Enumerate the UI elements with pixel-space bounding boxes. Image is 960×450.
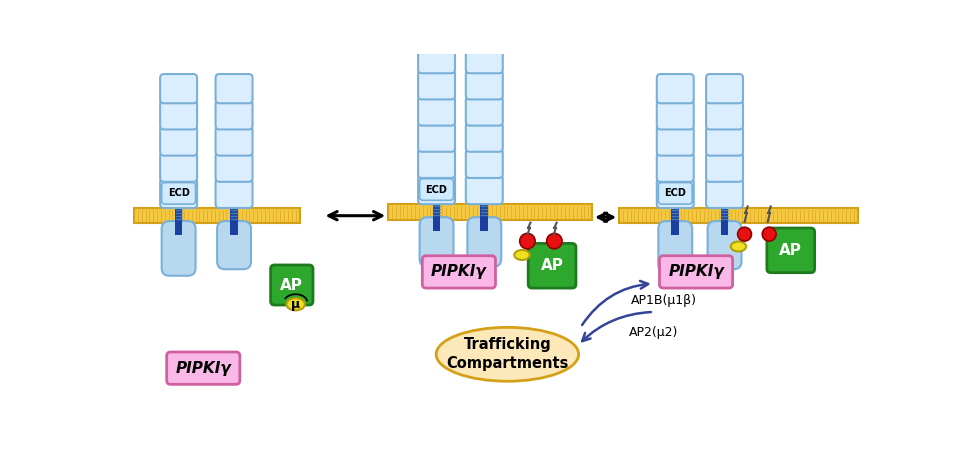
Bar	[175, 223, 182, 235]
Text: ECD: ECD	[168, 189, 189, 198]
Ellipse shape	[286, 298, 305, 310]
FancyBboxPatch shape	[466, 70, 503, 99]
FancyBboxPatch shape	[466, 96, 503, 126]
FancyBboxPatch shape	[466, 18, 503, 47]
FancyBboxPatch shape	[160, 179, 197, 208]
FancyBboxPatch shape	[657, 100, 694, 130]
Text: ECD: ECD	[664, 189, 686, 198]
Ellipse shape	[436, 327, 579, 381]
Bar	[671, 223, 679, 235]
Bar	[619, 208, 857, 223]
FancyBboxPatch shape	[657, 126, 694, 156]
FancyBboxPatch shape	[418, 44, 455, 73]
Bar	[388, 204, 592, 220]
Bar	[480, 200, 488, 223]
FancyBboxPatch shape	[466, 122, 503, 152]
Bar	[134, 208, 300, 223]
Text: AP: AP	[280, 278, 303, 292]
FancyBboxPatch shape	[216, 74, 252, 104]
Text: AP2(μ2): AP2(μ2)	[629, 326, 679, 339]
Text: PIPKIγ: PIPKIγ	[176, 360, 231, 376]
FancyBboxPatch shape	[528, 243, 576, 288]
FancyBboxPatch shape	[657, 74, 694, 104]
Ellipse shape	[515, 250, 530, 260]
Text: μ: μ	[291, 298, 300, 311]
FancyBboxPatch shape	[160, 100, 197, 130]
Circle shape	[546, 234, 562, 249]
FancyBboxPatch shape	[660, 256, 732, 288]
FancyBboxPatch shape	[271, 265, 313, 305]
FancyBboxPatch shape	[468, 217, 501, 267]
Bar	[721, 204, 729, 227]
FancyBboxPatch shape	[420, 179, 453, 200]
FancyBboxPatch shape	[418, 175, 455, 204]
Text: Trafficking
Compartments: Trafficking Compartments	[446, 338, 568, 371]
FancyBboxPatch shape	[708, 221, 741, 269]
Bar	[230, 223, 238, 235]
FancyBboxPatch shape	[418, 148, 455, 178]
FancyBboxPatch shape	[706, 126, 743, 156]
Bar	[671, 204, 679, 227]
FancyBboxPatch shape	[767, 228, 815, 273]
Text: ECD: ECD	[425, 184, 447, 194]
FancyBboxPatch shape	[418, 122, 455, 152]
Text: AP1B(μ1β): AP1B(μ1β)	[631, 294, 697, 307]
FancyBboxPatch shape	[418, 18, 455, 47]
FancyBboxPatch shape	[420, 217, 453, 267]
FancyBboxPatch shape	[706, 100, 743, 130]
FancyBboxPatch shape	[706, 74, 743, 104]
FancyBboxPatch shape	[466, 148, 503, 178]
Bar	[175, 204, 182, 227]
FancyBboxPatch shape	[160, 153, 197, 182]
Bar	[433, 200, 441, 223]
FancyBboxPatch shape	[706, 153, 743, 182]
FancyBboxPatch shape	[466, 44, 503, 73]
Text: AP: AP	[780, 243, 803, 258]
Bar	[433, 220, 441, 231]
FancyBboxPatch shape	[161, 183, 196, 204]
FancyBboxPatch shape	[160, 74, 197, 104]
Text: PIPKIγ: PIPKIγ	[431, 265, 487, 279]
FancyBboxPatch shape	[657, 179, 694, 208]
FancyBboxPatch shape	[216, 126, 252, 156]
Bar	[480, 220, 488, 231]
Bar	[230, 204, 238, 227]
Text: AP: AP	[540, 258, 564, 273]
Circle shape	[519, 234, 535, 249]
FancyBboxPatch shape	[216, 100, 252, 130]
FancyBboxPatch shape	[418, 96, 455, 126]
FancyBboxPatch shape	[422, 256, 495, 288]
FancyBboxPatch shape	[418, 70, 455, 99]
FancyBboxPatch shape	[706, 179, 743, 208]
FancyBboxPatch shape	[167, 352, 240, 384]
FancyBboxPatch shape	[659, 183, 692, 204]
FancyBboxPatch shape	[161, 221, 196, 276]
FancyBboxPatch shape	[466, 175, 503, 204]
Circle shape	[737, 227, 752, 241]
FancyBboxPatch shape	[216, 153, 252, 182]
FancyBboxPatch shape	[216, 179, 252, 208]
Circle shape	[762, 227, 776, 241]
Bar	[721, 223, 729, 235]
FancyBboxPatch shape	[659, 221, 692, 273]
FancyBboxPatch shape	[217, 221, 251, 269]
FancyBboxPatch shape	[160, 126, 197, 156]
Ellipse shape	[731, 242, 746, 252]
FancyBboxPatch shape	[657, 153, 694, 182]
Text: PIPKIγ: PIPKIγ	[668, 265, 724, 279]
